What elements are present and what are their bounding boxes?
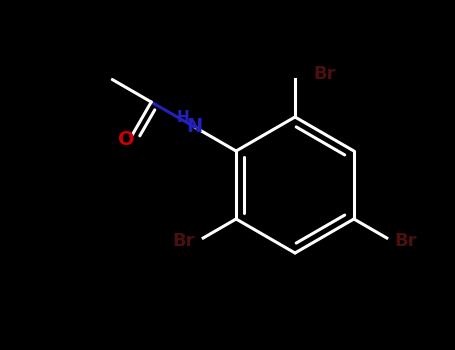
Text: N: N bbox=[187, 118, 202, 136]
Text: Br: Br bbox=[313, 65, 335, 83]
Text: Br: Br bbox=[173, 232, 195, 250]
Text: H: H bbox=[176, 110, 189, 125]
Text: Br: Br bbox=[395, 232, 417, 250]
Text: O: O bbox=[118, 130, 135, 149]
